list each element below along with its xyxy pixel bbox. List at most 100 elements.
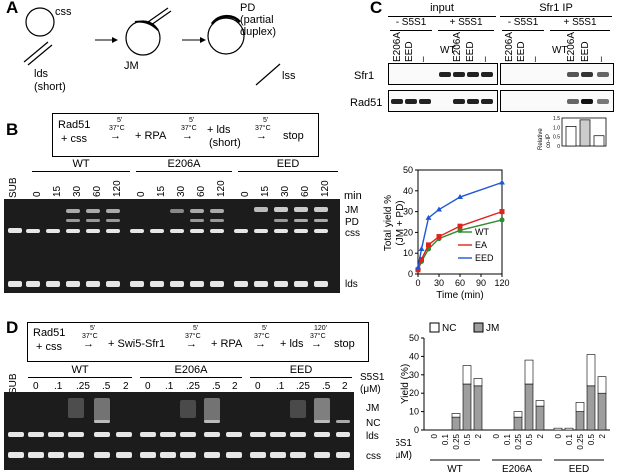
css-label: css: [55, 6, 72, 18]
scheme-d-box: Rad51 + css 5' 37°C → + Swi5-Sfr1 5' 37°…: [27, 322, 369, 362]
c-row-sfr1: Sfr1: [354, 70, 375, 82]
bar-jm: [535, 405, 545, 431]
bar-nc: [462, 365, 472, 385]
bar-nc: [597, 376, 607, 394]
scheme-b-rpa: + RPA: [135, 130, 167, 142]
c-ip-col-e206a2: EED: [580, 41, 591, 62]
group-label-wt-b: WT: [72, 158, 90, 170]
input-line: [388, 16, 496, 17]
ip-line: [500, 16, 612, 17]
band-d-lds: lds: [366, 431, 379, 442]
c-input-col-wt: E206A: [392, 31, 403, 62]
legend-label-eed: EED: [475, 253, 494, 263]
scheme-d-temp1: 37°C: [82, 333, 98, 340]
band-b-css: css: [345, 228, 360, 239]
y-tick-label: 50: [403, 165, 413, 175]
y-tick-label: 10: [403, 248, 413, 258]
bar-jm: [473, 385, 483, 431]
x-tick-label: 0.25: [452, 433, 461, 449]
sub-label-d: SUB: [8, 373, 19, 394]
time-b-eed-30: 30: [280, 185, 291, 197]
scheme-b-arrow3: →: [256, 130, 267, 142]
x-tick-label: 60: [455, 278, 465, 288]
jm-strand: [134, 20, 159, 31]
group-label: WT: [447, 464, 463, 475]
c-ip-col-e206a: EED: [516, 41, 527, 62]
scheme-b-css: + css: [61, 133, 87, 145]
time-b-wt-15: 15: [52, 185, 63, 197]
x-tick-label: 90: [476, 278, 486, 288]
scheme-b-time1: 5': [117, 117, 123, 124]
input-plus: + S5S1: [449, 17, 483, 28]
scheme-b-temp3: 37°C: [255, 125, 271, 132]
c-ip-col-wt2: E206A: [566, 31, 577, 62]
scheme-b-stop: stop: [283, 130, 304, 142]
group-label-e206a-d: E206A: [174, 364, 208, 376]
c-input-col-eed2: –: [480, 56, 491, 62]
x-tick-label: 0: [430, 433, 439, 438]
lds-line-2: [27, 44, 53, 66]
legend-swatch-jm: [473, 322, 484, 333]
inset-tick-label: 0: [557, 144, 560, 150]
x-axis-label: S5S1: [396, 438, 412, 449]
chart-b-ylabel: Total yield %: [383, 194, 394, 252]
gel-d: [4, 392, 354, 470]
scheme-b-lds: + lds: [207, 124, 231, 136]
pd-circle: [207, 17, 245, 55]
data-point-ea: [419, 256, 424, 262]
x-tick-label: 0.25: [514, 433, 523, 449]
x-tick-label: 0.5: [587, 433, 596, 445]
time-b-ea-120: 120: [216, 180, 227, 197]
panel-b-label: B: [6, 120, 19, 139]
css-circle: [25, 7, 55, 37]
bar-nc: [473, 378, 483, 387]
y-tick-label: 30: [403, 207, 413, 217]
time-b-ea-60: 60: [196, 185, 207, 197]
input-plus-line: [438, 30, 494, 31]
conc-d-wt-4: 2: [123, 381, 129, 392]
x-axis-label: Time (min): [436, 290, 483, 300]
x-tick-label: 0: [415, 278, 420, 288]
input-minus-line: [390, 30, 432, 31]
jm-tail-2: [150, 10, 172, 26]
y-tick-label: 20: [409, 388, 419, 398]
scheme-b-temp1: 37°C: [109, 125, 125, 132]
input-title: input: [430, 2, 454, 14]
group-label-e206a-b: E206A: [167, 158, 201, 170]
yield-time-chart: 0 10 20 30 40 50 0 30 60 90 120 Time (min) WT EA EED: [403, 165, 510, 300]
panel-a-label: A: [6, 0, 19, 17]
time-b-wt-0: 0: [32, 191, 43, 197]
time-b-wt-60: 60: [92, 185, 103, 197]
scheme-d-temp2: 37°C: [185, 333, 201, 340]
c-input-col-e206a: EED: [404, 41, 415, 62]
scheme-b-box: Rad51 + css 5' 37°C → + RPA 5' 37°C → + …: [52, 113, 319, 157]
lss-line: [255, 63, 281, 86]
group-line-e206a-d: [140, 377, 242, 378]
scheme-d-lds: + lds: [280, 338, 304, 350]
pd-strand: [210, 14, 241, 25]
legend-swatch-nc: [429, 322, 440, 333]
lds-short-label: (short): [34, 81, 66, 93]
group-line-wt-d: [28, 377, 132, 378]
x-tick-label: 30: [434, 278, 444, 288]
time-b-ea-0: 0: [136, 191, 147, 197]
data-point-ea: [457, 223, 463, 229]
inset-tick-label: 1.0: [553, 125, 560, 131]
bar-nc: [513, 411, 523, 418]
time-b-eed-60: 60: [300, 185, 311, 197]
inset-bar: [593, 135, 605, 147]
c-input-col-wt2: E206A: [452, 31, 463, 62]
c-input-col-eed: –: [418, 56, 429, 62]
jm-label: JM: [124, 60, 139, 72]
y-tick-label: 10: [409, 407, 419, 417]
arrow-2-head: [200, 37, 206, 43]
conc-d-wt-2: .25: [76, 381, 90, 392]
conc-d-wt-1: .1: [54, 381, 63, 392]
panel-d-label: D: [6, 318, 19, 337]
data-point-ea: [415, 267, 421, 273]
conc-d-eed-3: .5: [322, 381, 331, 392]
bar-nc: [575, 402, 585, 412]
time-b-wt-120: 120: [112, 180, 123, 197]
group-label-wt-d: WT: [71, 364, 89, 376]
c-ip-col-eed2: –: [596, 56, 607, 62]
